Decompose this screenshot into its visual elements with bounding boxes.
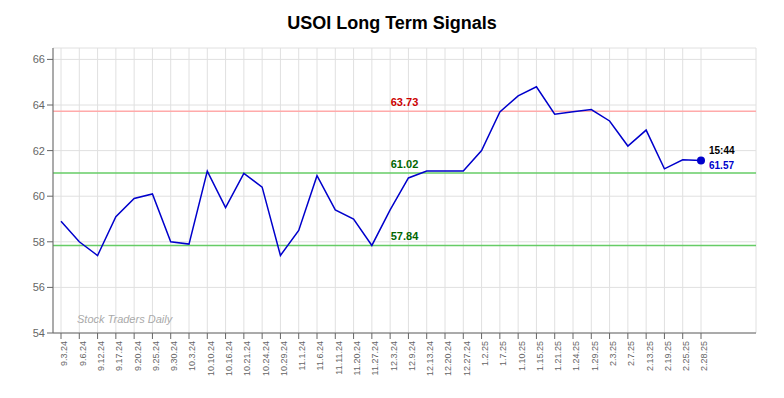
svg-text:2.19.25: 2.19.25 [663,341,673,371]
svg-text:57.84: 57.84 [391,230,419,242]
svg-text:12.27.24: 12.27.24 [462,341,472,376]
svg-text:1.21.25: 1.21.25 [553,341,563,371]
svg-text:11.6.24: 11.6.24 [315,341,325,370]
svg-text:12.20.24: 12.20.24 [443,341,453,376]
svg-text:64: 64 [33,99,45,111]
svg-text:2.25.25: 2.25.25 [681,341,691,371]
svg-text:10.16.24: 10.16.24 [224,341,234,376]
svg-text:2.7.25: 2.7.25 [626,341,636,366]
svg-text:9.17.24: 9.17.24 [114,341,124,371]
svg-text:63.73: 63.73 [391,96,419,108]
svg-text:12.9.24: 12.9.24 [407,341,417,371]
svg-text:61.02: 61.02 [391,158,419,170]
svg-text:9.20.24: 9.20.24 [133,341,143,371]
svg-text:9.6.24: 9.6.24 [78,341,88,366]
svg-text:10.10.24: 10.10.24 [206,341,216,376]
svg-text:58: 58 [33,236,45,248]
svg-text:1.29.25: 1.29.25 [590,341,600,371]
html-text:Stock Traders Daily: Stock Traders Daily [77,313,173,325]
svg-text:1.24.25: 1.24.25 [571,341,581,371]
svg-text:10.21.24: 10.21.24 [242,341,252,376]
svg-text:10.24.24: 10.24.24 [261,341,271,376]
svg-text:1.10.25: 1.10.25 [517,341,527,371]
svg-text:9.12.24: 9.12.24 [96,341,106,371]
svg-text:1.15.25: 1.15.25 [535,341,545,371]
svg-text:12.3.24: 12.3.24 [389,341,399,371]
svg-text:2.3.25: 2.3.25 [608,341,618,366]
svg-text:9.25.24: 9.25.24 [151,341,161,371]
html-text:USOI Long Term Signals: USOI Long Term Signals [287,13,497,33]
svg-text:1.7.25: 1.7.25 [498,341,508,366]
svg-text:61.57: 61.57 [709,160,734,171]
svg-text:11.11.24: 11.11.24 [334,341,344,375]
svg-text:11.27.24: 11.27.24 [370,341,380,375]
svg-text:62: 62 [33,145,45,157]
svg-text:15:44: 15:44 [709,145,735,156]
svg-text:9.30.24: 9.30.24 [169,341,179,371]
svg-text:9.3.24: 9.3.24 [59,341,69,366]
svg-text:66: 66 [33,53,45,65]
svg-text:2.28.25: 2.28.25 [699,341,709,371]
svg-text:11.20.24: 11.20.24 [352,341,362,375]
svg-text:1.2.25: 1.2.25 [480,341,490,366]
svg-text:56: 56 [33,281,45,293]
svg-text:60: 60 [33,190,45,202]
svg-text:12.13.24: 12.13.24 [425,341,435,376]
svg-text:2.13.25: 2.13.25 [645,341,655,371]
svg-text:11.1.24: 11.1.24 [297,341,307,370]
svg-text:10.29.24: 10.29.24 [279,341,289,376]
svg-text:10.3.24: 10.3.24 [187,341,197,371]
svg-text:54: 54 [33,327,45,339]
